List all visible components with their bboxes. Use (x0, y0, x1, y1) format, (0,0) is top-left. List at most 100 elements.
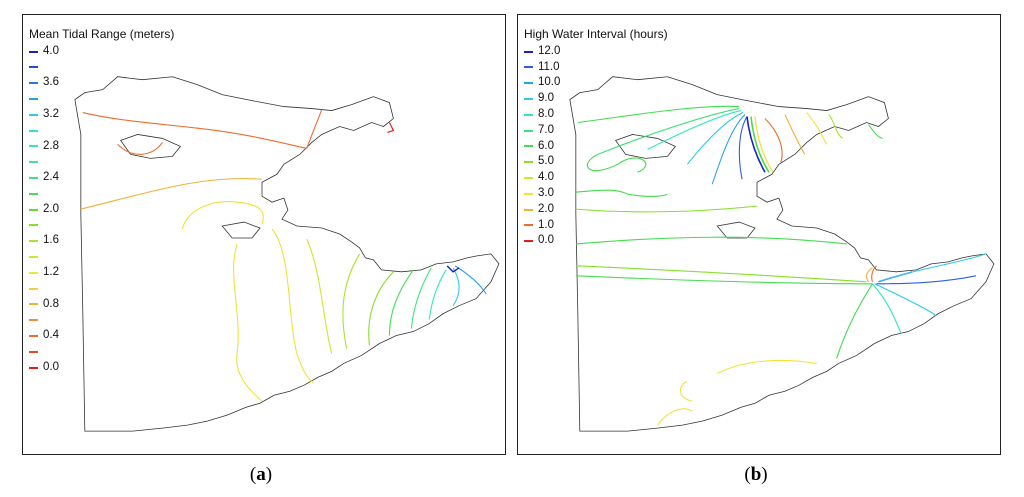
legend-swatch (524, 161, 533, 164)
legend-entry (29, 123, 174, 139)
legend-label: 6.0 (538, 139, 554, 152)
island (716, 221, 756, 239)
legend-swatch (524, 50, 533, 53)
legend-entry (29, 281, 174, 297)
legend-label: 2.4 (43, 171, 59, 184)
legend-entry: 2.4 (29, 170, 174, 186)
high-water-interval-map-panel: High Water Interval (hours) 12.0 11.0 10.0… (517, 14, 1001, 455)
legend-entry (29, 312, 174, 328)
legend-swatch (524, 240, 533, 243)
legend-swatch (524, 129, 533, 132)
legend-label: 12.0 (538, 44, 561, 57)
legend-swatch (29, 287, 38, 290)
legend-entry (29, 60, 174, 76)
legend-label: 1.6 (43, 234, 59, 247)
legend-label: 10.0 (538, 76, 561, 89)
legend-label: 0.0 (43, 360, 59, 373)
legend-label: 0.8 (43, 297, 59, 310)
legend-swatch (524, 192, 533, 195)
legend-swatch (29, 50, 38, 53)
legend-title: High Water Interval (hours) (524, 27, 668, 41)
legend-entry: 3.2 (29, 107, 174, 123)
legend-label: 7.0 (538, 123, 554, 136)
tidal-range-map-panel: Mean Tidal Range (meters) 4.0 3.6 3.2 2.8 2.… (22, 14, 506, 455)
legend-label: 1.0 (538, 218, 554, 231)
legend-swatch (29, 303, 38, 306)
legend-swatch (29, 319, 38, 322)
legend-label: 5.0 (538, 155, 554, 168)
legend-label: 4.0 (43, 44, 59, 57)
legend-entry: 3.0 (524, 186, 668, 202)
legend-entry: 11.0 (524, 60, 668, 76)
legend-label: 1.2 (43, 265, 59, 278)
legend-entry: 3.6 (29, 75, 174, 91)
legend-swatch (29, 113, 38, 116)
legend-label: 2.0 (538, 202, 554, 215)
legend-swatch (29, 224, 38, 227)
legend-label: 0.4 (43, 329, 59, 342)
high-water-interval-map (569, 76, 995, 432)
legend-swatch (29, 366, 38, 369)
legend-swatch (29, 66, 38, 69)
legend-entry: 10.0 (524, 75, 668, 91)
island (120, 134, 182, 159)
legend-swatch (524, 145, 533, 148)
legend-label: 9.0 (538, 92, 554, 105)
legend-entry: 1.2 (29, 265, 174, 281)
legend-swatch (524, 66, 533, 69)
legend-entry (29, 218, 174, 234)
legend-entry (29, 344, 174, 360)
legend-entry: 0.4 (29, 328, 174, 344)
legend-swatch (29, 145, 38, 148)
coastline (569, 76, 995, 432)
legend-entry: 0.0 (29, 360, 174, 376)
legend-entry: 4.0 (524, 170, 668, 186)
legend-label: 11.0 (538, 60, 560, 73)
legend-title: Mean Tidal Range (meters) (29, 27, 175, 41)
legend-label: 3.0 (538, 186, 554, 199)
legend-swatch (29, 192, 38, 195)
legend-swatch (29, 177, 38, 180)
legend-entry: 2.8 (29, 139, 174, 155)
legend-swatch (524, 98, 533, 101)
legend-label: 4.0 (538, 171, 554, 184)
legend-entry: 4.0 (29, 44, 174, 60)
legend-swatch (524, 224, 533, 227)
legend-entry: 12.0 (524, 44, 668, 60)
legend-label: 3.2 (43, 107, 59, 120)
legend-entry: 5.0 (524, 154, 668, 170)
legend-label: 8.0 (538, 107, 554, 120)
legend-label: 2.8 (43, 139, 59, 152)
legend-swatch (29, 350, 38, 353)
tidal-range-legend: Mean Tidal Range (meters) 4.0 3.6 3.2 2.8 2.… (29, 27, 174, 376)
legend-entry: 1.6 (29, 233, 174, 249)
legend-entry (29, 249, 174, 265)
legend-swatch (29, 256, 38, 259)
legend-entry: 0.8 (29, 297, 174, 313)
legend-swatch (524, 82, 533, 85)
island (615, 134, 677, 159)
legend-swatch (29, 240, 38, 243)
legend-entry: 8.0 (524, 107, 668, 123)
legend-entry (29, 154, 174, 170)
legend-label: 0.0 (538, 234, 554, 247)
legend-label: 3.6 (43, 76, 59, 89)
legend-entry: 0.0 (524, 233, 668, 249)
island (221, 221, 261, 239)
legend-swatch (29, 82, 38, 85)
legend-entry: 6.0 (524, 139, 668, 155)
legend-swatch (29, 129, 38, 132)
legend-entry: 2.0 (29, 202, 174, 218)
high-water-legend: High Water Interval (hours) 12.0 11.0 10.0… (524, 27, 668, 249)
legend-swatch (29, 208, 38, 211)
legend-label: 2.0 (43, 202, 59, 215)
legend-swatch (29, 161, 38, 164)
legend-entry (29, 91, 174, 107)
legend-swatch (524, 113, 533, 116)
legend-entry: 1.0 (524, 218, 668, 234)
legend-swatch (29, 335, 38, 338)
panel-a-caption: (a) (249, 464, 273, 485)
coastline (74, 76, 500, 432)
legend-entry: 2.0 (524, 202, 668, 218)
legend-swatch (524, 177, 533, 180)
